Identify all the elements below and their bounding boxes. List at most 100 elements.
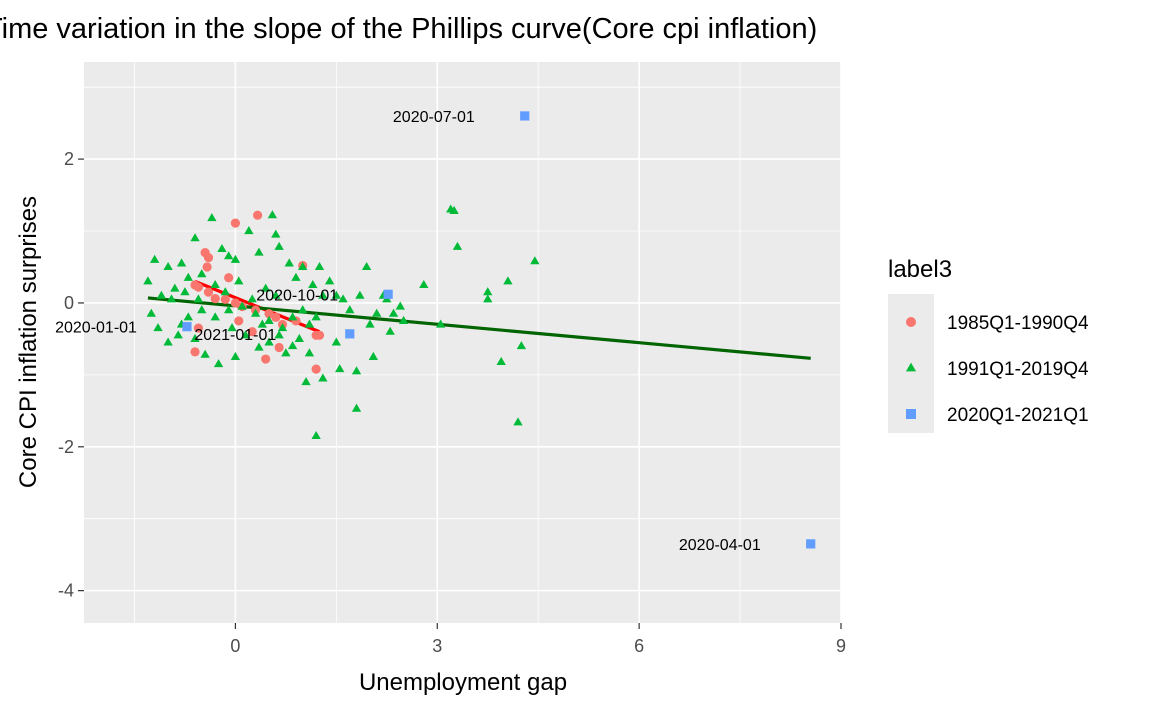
- x-tick-label: 9: [836, 636, 846, 656]
- data-point: [220, 294, 230, 304]
- data-point: [153, 323, 163, 332]
- data-point: [271, 229, 281, 238]
- data-point: [244, 226, 254, 235]
- data-point: [190, 333, 200, 342]
- data-point: [166, 294, 177, 303]
- data-point: [351, 366, 362, 375]
- data-point: [156, 290, 167, 299]
- data-point: [291, 272, 301, 281]
- data-point: [224, 251, 234, 260]
- data-point: [203, 287, 214, 297]
- data-point: [264, 337, 274, 346]
- data-point: [520, 111, 530, 121]
- data-point: [163, 261, 173, 271]
- data-point: [207, 213, 217, 222]
- data-point: [274, 330, 284, 339]
- data-point: [513, 417, 523, 426]
- data-point: [516, 341, 527, 350]
- x-tick-label: 3: [432, 636, 442, 656]
- legend-label: 1985Q1-1990Q4: [947, 313, 1089, 334]
- data-point: [311, 431, 321, 440]
- data-point: [385, 326, 395, 335]
- data-point: [230, 218, 240, 228]
- data-point: [224, 273, 234, 283]
- x-axis-title: Unemployment gap: [359, 669, 567, 696]
- data-point: [247, 294, 257, 303]
- data-point: [230, 351, 241, 360]
- data-point: [190, 233, 200, 242]
- data-point: [398, 315, 409, 324]
- data-point: [170, 283, 180, 292]
- data-point: [365, 319, 375, 328]
- data-point: [271, 312, 281, 322]
- data-point: [254, 247, 264, 256]
- data-point: [335, 364, 345, 373]
- data-point: [210, 312, 220, 321]
- y-tick-label: 2: [64, 149, 74, 169]
- data-point: [230, 298, 240, 308]
- data-point: [193, 294, 204, 303]
- legend-title: label3: [888, 256, 952, 283]
- legend-label: 2020Q1-2021Q1: [947, 405, 1089, 426]
- data-point: [173, 330, 183, 339]
- y-tick-label: -4: [58, 581, 74, 601]
- data-point: [294, 333, 304, 342]
- point-annotation: 2021-01-01: [194, 327, 276, 344]
- data-point: [298, 305, 308, 314]
- data-point: [237, 301, 247, 310]
- data-point: [149, 254, 160, 263]
- data-point: [284, 258, 294, 267]
- data-point: [143, 276, 153, 285]
- data-point: [277, 323, 288, 332]
- data-point: [261, 354, 271, 364]
- data-point: [355, 290, 365, 299]
- data-point: [210, 279, 220, 289]
- x-tick-label: 0: [230, 636, 240, 656]
- data-point: [435, 319, 446, 328]
- data-point: [220, 287, 230, 296]
- data-point: [419, 279, 429, 289]
- data-point: [197, 269, 207, 278]
- data-point: [267, 210, 278, 219]
- point-annotation: 2020-04-01: [679, 537, 761, 554]
- data-point: [146, 308, 156, 317]
- data-point: [180, 287, 190, 296]
- data-point: [247, 327, 257, 337]
- data-point: [234, 316, 244, 326]
- data-point: [190, 347, 200, 357]
- data-point: [250, 308, 261, 317]
- data-point: [264, 315, 274, 324]
- data-point: [483, 287, 493, 296]
- point-annotation: 2020-10-01: [256, 287, 338, 304]
- data-point: [193, 282, 203, 292]
- legend: label3 1985Q1-1990Q4 1991Q1-2019Q4 2020Q1-…: [888, 256, 1089, 433]
- data-point: [311, 364, 321, 374]
- data-point: [314, 330, 325, 340]
- data-point: [530, 256, 540, 265]
- y-axis-title: Core CPI inflation surprises: [15, 196, 42, 488]
- data-point: [331, 337, 342, 346]
- data-layer: [143, 111, 816, 549]
- data-point: [383, 289, 393, 299]
- data-point: [503, 276, 513, 285]
- data-point: [227, 323, 237, 332]
- data-point: [271, 290, 281, 299]
- data-point: [210, 294, 220, 304]
- data-point: [274, 342, 284, 353]
- legend-label: 1991Q1-2019Q4: [947, 359, 1089, 380]
- data-point: [183, 312, 193, 321]
- data-point: [331, 290, 342, 299]
- data-point: [311, 312, 321, 321]
- data-point: [163, 337, 173, 346]
- data-point: [372, 308, 382, 317]
- data-point: [361, 261, 372, 271]
- data-point: [281, 348, 291, 357]
- data-point: [338, 294, 348, 303]
- legend-key: [906, 409, 916, 419]
- data-point: [496, 356, 506, 365]
- data-point: [176, 258, 187, 267]
- data-point: [200, 349, 210, 358]
- data-point: [324, 276, 335, 285]
- y-tick-label: 0: [64, 293, 74, 313]
